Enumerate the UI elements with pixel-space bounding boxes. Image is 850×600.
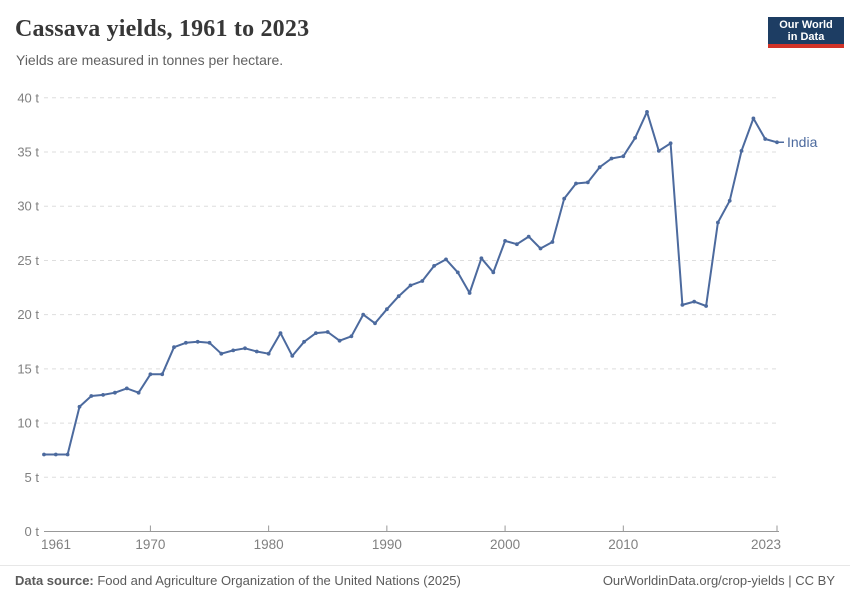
owid-logo[interactable]: Our World in Data	[768, 17, 844, 48]
data-point-1979[interactable]	[254, 349, 259, 354]
data-point-1988[interactable]	[361, 312, 366, 317]
data-point-1999[interactable]	[491, 270, 496, 275]
data-point-1997[interactable]	[467, 291, 472, 295]
page-title: Cassava yields, 1961 to 2023	[15, 16, 310, 42]
data-point-2009[interactable]	[609, 156, 614, 161]
owid-logo-line2: in Data	[787, 30, 825, 43]
x-tick-label: 1970	[135, 537, 165, 552]
x-tick-label: 1980	[254, 537, 284, 552]
data-point-2015[interactable]	[680, 303, 685, 307]
data-point-1983[interactable]	[302, 339, 306, 344]
data-point-1998[interactable]	[479, 256, 484, 261]
x-tick-label: 2023	[751, 537, 781, 552]
data-point-1991[interactable]	[396, 294, 401, 299]
data-point-1982[interactable]	[290, 354, 295, 358]
data-point-1971[interactable]	[160, 372, 165, 377]
data-point-1990[interactable]	[385, 307, 389, 312]
data-point-2021[interactable]	[751, 116, 756, 121]
data-point-1975[interactable]	[207, 340, 212, 345]
data-point-1963[interactable]	[65, 452, 70, 457]
data-point-2017[interactable]	[704, 304, 708, 308]
footer-separator: |	[784, 573, 796, 588]
footer-divider	[0, 565, 850, 566]
data-point-2022[interactable]	[763, 137, 768, 141]
data-point-2010[interactable]	[621, 154, 626, 159]
data-point-1972[interactable]	[172, 345, 176, 350]
y-tick-label: 40 t	[17, 90, 39, 105]
data-point-2006[interactable]	[574, 181, 578, 186]
data-point-2016[interactable]	[692, 299, 697, 304]
data-point-1976[interactable]	[219, 351, 224, 356]
data-point-1962[interactable]	[53, 452, 58, 457]
data-point-1985[interactable]	[325, 330, 330, 334]
data-point-1973[interactable]	[184, 340, 188, 345]
data-point-2005[interactable]	[562, 196, 567, 201]
data-point-1964[interactable]	[77, 404, 82, 409]
y-tick-label: 25 t	[17, 253, 39, 268]
chart-subtitle: Yields are measured in tonnes per hectar…	[16, 52, 284, 68]
data-point-2002[interactable]	[526, 234, 531, 239]
data-point-2012[interactable]	[645, 110, 649, 114]
y-tick-label: 10 t	[17, 416, 39, 431]
data-point-2000[interactable]	[503, 239, 507, 243]
data-point-2008[interactable]	[597, 165, 602, 170]
x-tick-label: 1961	[41, 537, 71, 552]
data-source-text: Food and Agriculture Organization of the…	[93, 573, 461, 588]
data-point-2014[interactable]	[668, 141, 673, 146]
data-point-2020[interactable]	[739, 149, 744, 153]
y-tick-label: 15 t	[17, 361, 39, 376]
data-point-1974[interactable]	[195, 339, 200, 344]
data-point-1966[interactable]	[101, 393, 105, 397]
data-point-1970[interactable]	[148, 372, 153, 377]
data-point-2001[interactable]	[515, 242, 519, 247]
data-point-1992[interactable]	[408, 283, 413, 288]
y-tick-label: 20 t	[17, 307, 39, 322]
data-point-1981[interactable]	[278, 331, 283, 335]
data-point-2004[interactable]	[550, 240, 555, 244]
footer-link[interactable]: OurWorldinData.org/crop-yields	[602, 573, 785, 588]
x-tick-label: 1990	[372, 537, 402, 552]
data-source-label: Data source:	[15, 573, 94, 588]
data-point-1986[interactable]	[337, 338, 342, 343]
y-tick-label: 35 t	[17, 145, 39, 160]
data-point-2011[interactable]	[633, 136, 637, 140]
data-point-1978[interactable]	[243, 346, 247, 351]
data-point-1987[interactable]	[349, 334, 354, 339]
data-point-1980[interactable]	[266, 351, 271, 356]
data-point-1996[interactable]	[455, 270, 460, 275]
footer-license[interactable]: CC BY	[795, 573, 835, 588]
y-tick-label: 0 t	[25, 524, 40, 539]
chart-footer: Data source: Food and Agriculture Organi…	[15, 573, 835, 588]
data-point-2019[interactable]	[727, 198, 732, 203]
data-point-2003[interactable]	[538, 246, 543, 251]
data-point-1961[interactable]	[42, 452, 46, 457]
data-point-1989[interactable]	[373, 321, 377, 326]
data-source-note: Data source: Food and Agriculture Organi…	[15, 573, 461, 588]
footer-credits: OurWorldinData.org/crop-yields | CC BY	[603, 573, 835, 588]
x-tick-label: 2000	[490, 537, 520, 552]
data-point-2018[interactable]	[716, 220, 720, 225]
data-point-2013[interactable]	[656, 149, 661, 153]
y-tick-label: 5 t	[25, 470, 40, 485]
data-point-1967[interactable]	[113, 390, 117, 395]
data-point-2007[interactable]	[585, 180, 590, 185]
x-tick-label: 2010	[608, 537, 638, 552]
data-point-1965[interactable]	[89, 394, 94, 398]
series-line-india[interactable]	[43, 110, 778, 456]
entity-label-india[interactable]: India	[787, 134, 818, 150]
y-tick-label: 30 t	[17, 199, 39, 214]
data-point-1993[interactable]	[420, 279, 425, 283]
data-point-1968[interactable]	[124, 386, 129, 391]
data-point-1984[interactable]	[314, 331, 318, 335]
data-point-1969[interactable]	[136, 390, 141, 395]
data-point-1977[interactable]	[231, 348, 236, 353]
owid-logo-line1: Our World	[779, 18, 833, 31]
data-point-1994[interactable]	[432, 264, 436, 268]
data-point-1995[interactable]	[444, 257, 448, 262]
